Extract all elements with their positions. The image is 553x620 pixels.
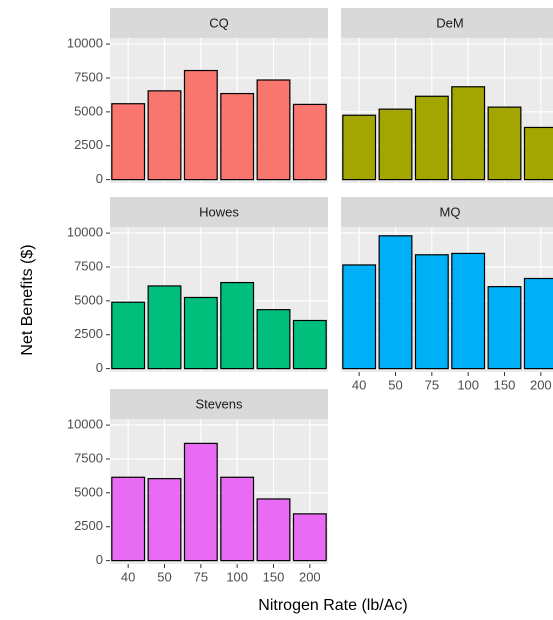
bar [378,108,413,181]
y-tick-label: 7500 [74,69,103,84]
y-tick-label: 2500 [74,326,103,341]
y-tick-label: 0 [96,552,103,567]
x-tick-label: 40 [352,377,366,392]
strip-label: CQ [209,15,229,30]
bar [292,319,327,370]
y-tick-label: 10000 [67,225,103,240]
x-tick-label: 200 [530,377,552,392]
y-tick-label: 7500 [74,258,103,273]
bar [292,103,327,181]
strip-label: Stevens [196,396,243,411]
x-tick-label: 100 [457,377,479,392]
bar [523,277,553,370]
x-tick-label: 40 [121,569,135,584]
bar [256,498,291,562]
y-tick-label: 0 [96,360,103,375]
y-tick-label: 2500 [74,518,103,533]
bar [256,79,291,181]
y-tick-label: 5000 [74,484,103,499]
bar [220,92,255,181]
strip [341,197,553,227]
bar [220,281,255,370]
strip-label: MQ [440,204,461,219]
panel [110,38,328,183]
strip-label: DeM [436,15,463,30]
strip-label: Howes [199,204,239,219]
bar [111,103,146,181]
x-axis-title: Nitrogen Rate (lb/Ac) [258,597,407,614]
x-tick-label: 75 [194,569,208,584]
x-tick-label: 150 [263,569,285,584]
bar [147,90,182,181]
bar [487,286,522,370]
panel [110,419,328,564]
y-tick-label: 7500 [74,450,103,465]
bar [523,126,553,181]
bar [342,264,377,370]
strip [341,8,553,38]
x-tick-label: 50 [157,569,171,584]
bar [292,513,327,562]
bar [111,301,146,370]
bar [147,478,182,562]
panel [110,227,328,372]
bar [487,106,522,181]
y-tick-label: 2500 [74,137,103,152]
x-tick-label: 100 [226,569,248,584]
strip [110,389,328,419]
x-tick-label: 50 [388,377,402,392]
bar [414,95,449,181]
bar [147,285,182,370]
bar [451,252,486,370]
bar [183,296,218,370]
x-tick-label: 75 [425,377,439,392]
bar [183,442,218,562]
bar [183,69,218,181]
y-tick-label: 10000 [67,417,103,432]
bar [111,476,146,562]
x-tick-label: 150 [494,377,516,392]
strip [110,8,328,38]
bar [220,476,255,562]
y-tick-label: 5000 [74,103,103,118]
bar [414,254,449,370]
x-tick-label: 200 [299,569,321,584]
bar [378,235,413,370]
y-tick-label: 0 [96,171,103,186]
bar [342,114,377,181]
y-axis-title: Net Benefits ($) [19,244,36,355]
strip [110,197,328,227]
bar [256,309,291,370]
bar [451,86,486,181]
y-tick-label: 10000 [67,36,103,51]
y-tick-label: 5000 [74,292,103,307]
